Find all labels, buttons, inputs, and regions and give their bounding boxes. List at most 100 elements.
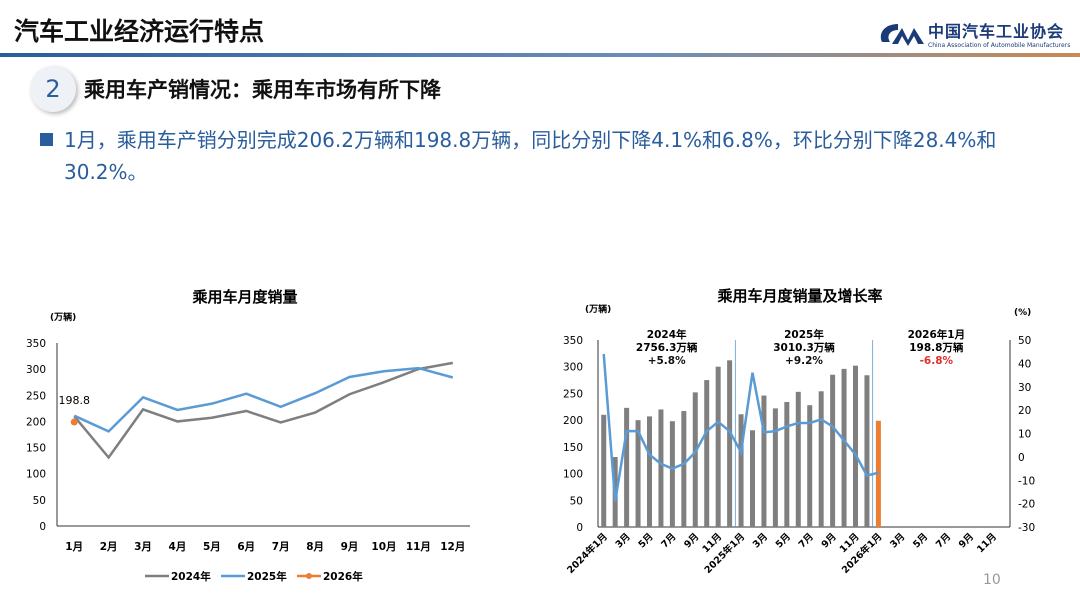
x-tick-label: 3月 (134, 541, 152, 553)
legend-label: 2025年 (247, 570, 287, 583)
y-tick-label: 150 (563, 442, 583, 454)
sales-bar (853, 365, 858, 527)
bullet-text: 1月，乘用车产销分别完成206.2万辆和198.8万辆，同比分别下降4.1%和6… (64, 128, 997, 184)
y2-tick-label: 30 (1018, 382, 1031, 394)
page-title: 汽车工业经济运行特点 (14, 17, 265, 46)
x-tick-label: 3月 (751, 531, 770, 550)
y-tick-label: 50 (570, 495, 583, 507)
y-tick-label: 350 (563, 335, 583, 347)
y-tick-label: 100 (26, 469, 46, 481)
x-tick-label: 10月 (371, 541, 396, 553)
x-tick-label: 2月 (100, 541, 118, 553)
y-tick-label: 150 (26, 443, 46, 455)
data-point-2026年 (70, 418, 78, 426)
y-tick-label: 200 (563, 415, 583, 427)
growth-line (602, 353, 879, 502)
page-number: 10 (983, 572, 1001, 588)
y2-tick-label: 10 (1018, 429, 1031, 441)
y2-tick-label: 20 (1018, 405, 1031, 417)
y-tick-label: 100 (563, 469, 583, 481)
logo-cn-text: 中国汽车工业协会 (928, 22, 1065, 41)
legend-label: 2026年 (323, 570, 363, 583)
logo-en-text: China Association of Automobile Manufact… (928, 42, 1071, 49)
series-line-2024年 (73, 361, 454, 460)
x-tick-label: 5月 (774, 531, 793, 550)
x-tick-label: 9月 (957, 531, 976, 550)
y2-tick-label: -20 (1018, 499, 1035, 511)
x-tick-label: 7月 (659, 531, 678, 550)
x-tick-label: 4月 (169, 541, 187, 553)
annotation-total: 3010.3万辆 (773, 341, 835, 354)
sales-bar (807, 405, 813, 527)
x-tick-label: 5月 (911, 531, 930, 550)
legend-label: 2024年 (171, 570, 211, 583)
y-tick-label: 200 (26, 416, 46, 428)
sales-bar (795, 391, 801, 527)
sales-bar (681, 411, 687, 527)
logo: 中国汽车工业协会 China Association of Automobile … (876, 18, 1070, 49)
section-number: 2 (30, 66, 76, 112)
y-axis-unit: (万辆) (50, 311, 76, 323)
annotation-growth: +9.2% (785, 355, 823, 367)
x-tick-label: 9月 (820, 531, 839, 550)
x-tick-label: 9月 (682, 531, 701, 550)
section-title: 乘用车产销情况：乘用车市场有所下降 (84, 78, 441, 102)
x-tick-label: 7月 (797, 531, 816, 550)
y-tick-label: 250 (26, 390, 46, 402)
x-tick-label: 5月 (636, 531, 655, 550)
x-tick-label: 3月 (888, 531, 907, 550)
sales-bar (624, 407, 630, 527)
sales-bar (601, 414, 607, 527)
sales-bar (750, 430, 755, 527)
annotation-total: 198.8万辆 (909, 341, 964, 354)
sales-bar (692, 392, 698, 527)
y-tick-label: 300 (563, 362, 583, 374)
annotation-growth: -6.8% (920, 355, 954, 367)
bullet-square-icon (40, 133, 53, 146)
y2-axis-unit: (%) (1014, 308, 1031, 318)
sales-bar (864, 375, 870, 527)
x-tick-label: 9月 (341, 541, 359, 553)
annotation-year: 2024年 (647, 328, 687, 341)
x-tick-label: 2024年1月 (565, 531, 610, 576)
annotation-growth: +5.8% (648, 355, 686, 367)
y-tick-label: 0 (39, 521, 46, 533)
x-tick-label: 7月 (272, 541, 290, 553)
sales-bar (669, 421, 675, 527)
y-tick-label: 350 (26, 338, 46, 350)
y-tick-label: 250 (563, 388, 583, 400)
y2-tick-label: 40 (1018, 358, 1031, 370)
bullet-text-block: 1月，乘用车产销分别完成206.2万辆和198.8万辆，同比分别下降4.1%和6… (40, 124, 1030, 188)
x-tick-label: 11月 (406, 541, 431, 553)
sales-bar (704, 380, 710, 527)
x-tick-label: 6月 (237, 541, 255, 553)
annotation-year: 2025年 (784, 328, 824, 341)
sales-bar (784, 401, 790, 527)
x-tick-label: 3月 (614, 531, 633, 550)
caam-logo-icon (880, 23, 924, 46)
x-tick-label: 5月 (203, 541, 221, 553)
annotation-total: 2756.3万辆 (636, 341, 698, 354)
sales-bar (658, 409, 664, 527)
sales-bar (761, 395, 767, 527)
chart-title: 乘用车月度销量及增长率 (716, 287, 882, 305)
x-tick-label: 7月 (934, 531, 953, 550)
y2-tick-label: 50 (1018, 335, 1031, 347)
y-tick-label: 300 (26, 364, 46, 376)
y2-tick-label: -30 (1018, 522, 1035, 534)
sales-bar (830, 374, 836, 527)
bar-line-chart-sales-growth: 乘用车月度销量及增长率(万辆) (%)050100150200250300350-… (563, 287, 1035, 576)
data-label: 198.8 (58, 394, 90, 407)
sales-bar (635, 420, 641, 527)
sales-bar (841, 368, 847, 527)
sales-bar (772, 408, 778, 527)
line-chart-monthly-sales: 乘用车月度销量 (万辆) 0 50 100 150 200 250 300 350 1月 2月 3月 4月… (26, 288, 470, 583)
x-tick-label: 11月 (975, 531, 999, 555)
annotation-year: 2026年1月 (908, 328, 966, 341)
sales-bar (715, 366, 721, 527)
y2-tick-label: 0 (1018, 452, 1025, 464)
sales-bar (818, 391, 824, 527)
y2-tick-label: -10 (1018, 475, 1035, 487)
y-tick-label: 50 (33, 495, 46, 507)
sales-bar (738, 414, 744, 527)
